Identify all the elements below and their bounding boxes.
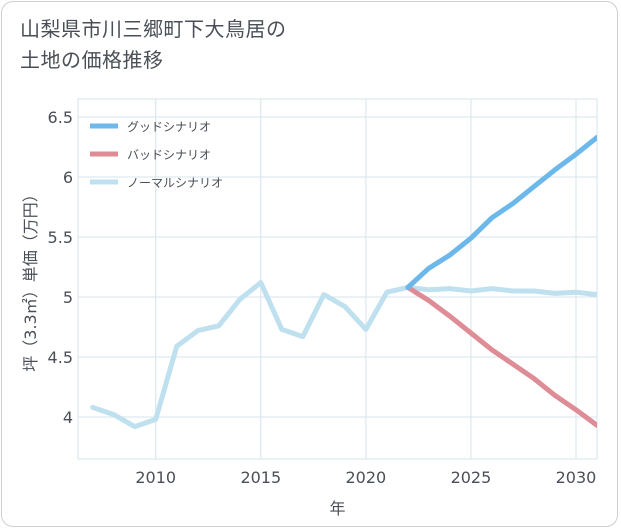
legend-label-0: グッドシナリオ — [127, 120, 211, 134]
x-axis-title: 年 — [329, 499, 345, 518]
series-line-1 — [405, 284, 597, 428]
tick-labels: 2010 2015 2020 2025 2030 4 4.5 5 5.5 6 6.5 — [48, 108, 597, 487]
series-line-0 — [405, 134, 597, 290]
x-tick-label: 2025 — [451, 468, 492, 487]
legend-label-2: ノーマルシナリオ — [127, 176, 223, 190]
y-axis-title: 坪（3.3㎡）単価（万円） — [21, 186, 40, 371]
x-tick-label: 2020 — [346, 468, 387, 487]
y-tick-label: 5 — [63, 288, 73, 307]
y-tick-label: 4 — [63, 408, 73, 427]
chart-title: 山梨県市川三郷町下大鳥居の 土地の価格推移 — [20, 17, 287, 72]
plot-border — [77, 98, 598, 460]
x-tick-label: 2010 — [135, 468, 176, 487]
series-lines — [90, 134, 597, 430]
y-tick-label: 6 — [63, 168, 73, 187]
y-tick-label: 6.5 — [48, 108, 73, 127]
series-line-2 — [90, 280, 597, 430]
x-tick-label: 2030 — [556, 468, 597, 487]
x-tick-label: 2015 — [240, 468, 281, 487]
y-tick-label: 5.5 — [48, 228, 73, 247]
grid-lines — [77, 98, 598, 460]
y-tick-label: 4.5 — [48, 348, 73, 367]
legend-label-1: バッドシナリオ — [127, 148, 211, 162]
